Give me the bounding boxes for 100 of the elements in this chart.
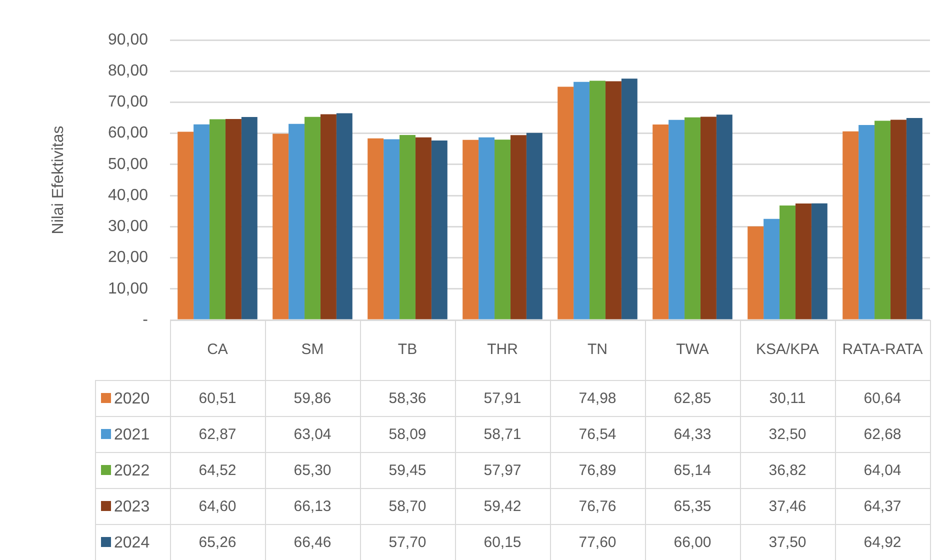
data-label: 32,50 [768, 426, 806, 444]
data-label: 62,87 [198, 426, 236, 444]
bar [194, 124, 210, 320]
data-label: 64,33 [674, 426, 712, 444]
y-tick-label: 80,00 [108, 62, 148, 80]
bar [336, 113, 352, 320]
data-label: 62,68 [864, 426, 902, 444]
data-label: 64,04 [864, 462, 902, 480]
data-label: 59,42 [484, 498, 522, 516]
data-label: 76,76 [578, 498, 616, 516]
x-tick-label: THR [487, 341, 518, 358]
data-label: 58,09 [388, 426, 426, 444]
legend-label: 2021 [114, 426, 150, 444]
x-tick-label: SM [301, 341, 324, 358]
bar [320, 114, 336, 320]
y-tick-label: 70,00 [108, 94, 148, 111]
data-label: 66,46 [294, 534, 332, 552]
data-label: 65,30 [294, 462, 332, 480]
bar [558, 86, 574, 320]
data-label: 62,85 [674, 390, 712, 408]
legend-label: 2023 [114, 498, 150, 516]
data-label: 58,70 [388, 498, 426, 516]
x-tick-label: CA [207, 341, 228, 358]
bar [652, 124, 669, 320]
data-label: 65,26 [198, 534, 236, 552]
data-label: 77,60 [578, 534, 616, 552]
y-tick-label: 10,00 [108, 280, 148, 298]
data-label: 60,51 [198, 390, 236, 408]
data-label: 57,91 [484, 390, 522, 408]
bar [574, 82, 590, 320]
data-label: 37,46 [768, 498, 806, 516]
data-label: 64,52 [198, 462, 236, 480]
x-tick-label: RATA-RATA [842, 341, 923, 358]
data-label: 60,64 [864, 390, 902, 408]
bar [858, 124, 875, 320]
bar [272, 134, 289, 320]
bar [605, 81, 622, 320]
x-tick-label: KSA/KPA [756, 341, 820, 358]
bar [700, 116, 716, 320]
data-label: 60,15 [484, 534, 522, 552]
y-tick-label: 40,00 [108, 186, 148, 204]
data-label: 76,54 [578, 426, 616, 444]
data-label: 57,97 [484, 462, 522, 480]
legend-label: 2024 [114, 534, 150, 552]
data-label: 66,13 [294, 498, 332, 516]
data-label: 30,11 [769, 390, 806, 408]
data-label: 64,37 [864, 498, 902, 516]
data-label: 65,35 [674, 498, 712, 516]
bar [178, 132, 194, 320]
y-tick-label: 90,00 [108, 31, 148, 48]
data-label: 37,50 [768, 534, 806, 552]
bar [384, 139, 400, 320]
data-label: 57,70 [388, 534, 426, 552]
bar [590, 80, 606, 320]
y-tick-label: 50,00 [108, 156, 148, 173]
bar [526, 132, 542, 320]
bar [510, 135, 526, 320]
data-label: 76,89 [578, 462, 616, 480]
bar [748, 226, 764, 320]
bar [811, 203, 828, 320]
data-label: 58,71 [484, 426, 522, 444]
bar [764, 218, 780, 320]
bar [288, 124, 305, 320]
bar [431, 140, 448, 320]
bar [795, 203, 812, 320]
bar [304, 116, 320, 320]
y-tick-label: 60,00 [108, 124, 148, 142]
y-tick-label: - [142, 311, 148, 328]
bar [462, 140, 479, 320]
data-label: 74,98 [578, 390, 616, 408]
data-label: 58,36 [388, 390, 426, 408]
bar [494, 140, 510, 320]
bar [225, 119, 242, 320]
data-label: 64,92 [864, 534, 902, 552]
x-tick-label: TWA [676, 341, 709, 358]
bar [874, 120, 890, 320]
bar [210, 119, 226, 320]
legend-label: 2022 [114, 462, 150, 480]
data-label: 66,00 [674, 534, 712, 552]
bar [400, 135, 416, 320]
bar [368, 138, 384, 320]
bar [478, 137, 495, 320]
bar [780, 205, 796, 320]
y-tick-label: 20,00 [108, 249, 148, 266]
data-label: 59,86 [294, 390, 332, 408]
data-label: 59,45 [388, 462, 426, 480]
bar [621, 78, 638, 320]
bar [241, 116, 258, 320]
data-label: 64,60 [198, 498, 236, 516]
y-axis-title: Nilai Efektivitas [50, 126, 68, 234]
bar [716, 114, 732, 320]
data-label: 63,04 [294, 426, 332, 444]
legend-label: 2020 [114, 390, 150, 408]
bar [906, 118, 922, 320]
data-label: 36,82 [768, 462, 806, 480]
bar [415, 137, 432, 320]
x-tick-label: TN [588, 341, 608, 358]
data-label: 65,14 [674, 462, 712, 480]
bar [668, 120, 685, 320]
bar [890, 120, 906, 320]
